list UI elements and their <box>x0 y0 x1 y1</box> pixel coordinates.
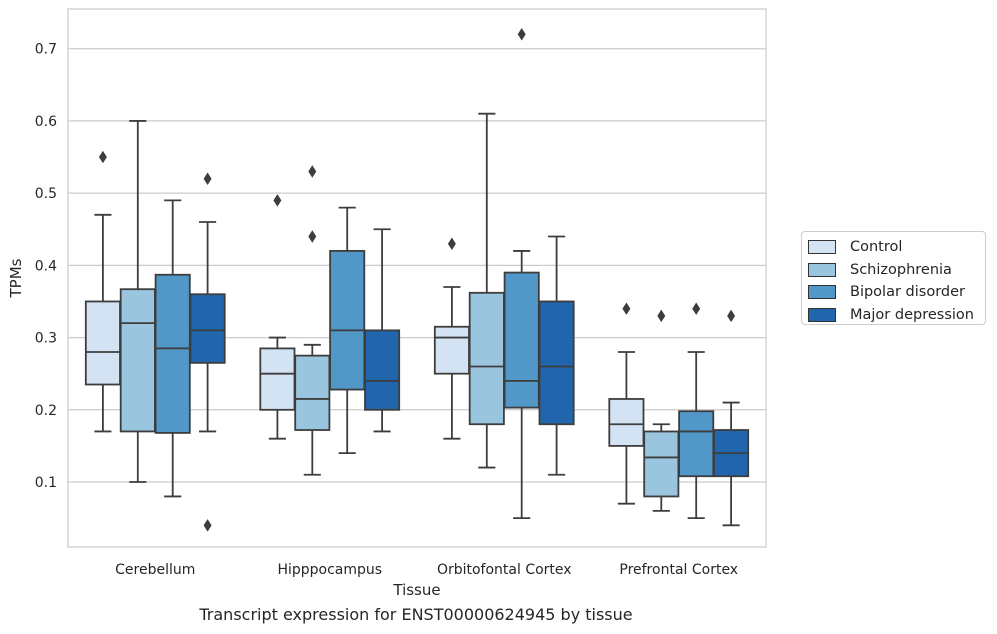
x-tick-label: Cerebellum <box>115 562 195 578</box>
box-group <box>538 235 575 476</box>
box <box>154 273 191 434</box>
outlier-point <box>447 237 456 250</box>
legend-swatch-schizophrenia <box>808 262 836 277</box>
box-group <box>294 165 331 476</box>
box <box>538 300 575 426</box>
box-group <box>608 302 645 505</box>
box <box>643 430 680 498</box>
outlier-point <box>727 309 736 323</box>
box-group <box>678 302 715 520</box>
y-tick-labels: 0.1 0.2 0.3 0.4 0.5 0.6 0.7 <box>35 42 57 491</box>
chart-caption: Transcript expression for ENST0000062494… <box>199 605 633 624</box>
box-group <box>643 309 680 512</box>
y-tick-label: 0.1 <box>35 475 57 491</box>
box-group <box>259 194 296 440</box>
legend-label-major-depression: Major depression <box>850 306 974 323</box>
box <box>259 347 296 411</box>
box-group <box>433 237 470 440</box>
legend-label-control: Control <box>850 239 903 256</box>
box <box>364 329 401 411</box>
legend-item-bipolar-disorder: Bipolar disorder <box>808 281 979 304</box>
box <box>433 325 470 375</box>
box <box>189 293 226 364</box>
legend-label-bipolar-disorder: Bipolar disorder <box>850 284 965 301</box>
box-group <box>364 228 401 433</box>
box-group <box>503 28 540 520</box>
x-tick-label: Orbitofontal Cortex <box>437 562 572 578</box>
legend-swatch-major-depression <box>808 307 836 322</box>
legend-item-schizophrenia: Schizophrenia <box>808 259 979 282</box>
legend-label-schizophrenia: Schizophrenia <box>850 261 952 278</box>
box <box>329 250 366 391</box>
y-tick-label: 0.7 <box>35 42 57 58</box>
box-groups <box>84 28 750 532</box>
outlier-point <box>308 230 317 243</box>
outlier-point <box>657 309 666 323</box>
y-axis-label: TPMs <box>7 258 25 298</box>
outlier-point <box>622 302 631 315</box>
outlier-point <box>98 150 107 164</box>
box-group <box>189 172 226 532</box>
legend-swatch-bipolar-disorder <box>808 285 836 300</box>
box-group <box>84 150 121 433</box>
box-group <box>154 199 191 498</box>
box <box>119 288 156 433</box>
y-tick-label: 0.2 <box>35 403 57 419</box>
box <box>503 271 540 409</box>
box <box>294 354 331 431</box>
legend: Control Schizophrenia Bipolar disorder M… <box>801 231 986 325</box>
y-tick-label: 0.4 <box>35 258 57 274</box>
box <box>84 300 121 386</box>
y-tick-label: 0.5 <box>35 186 57 202</box>
outlier-point <box>203 172 212 185</box>
legend-item-major-depression: Major depression <box>808 304 979 327</box>
box <box>608 398 645 447</box>
box-group <box>713 309 750 527</box>
outlier-point <box>203 519 212 532</box>
y-tick-label: 0.6 <box>35 114 57 130</box>
box <box>678 410 715 478</box>
box <box>468 291 505 426</box>
outlier-point <box>517 28 526 41</box>
box-group <box>468 112 505 469</box>
outlier-point <box>273 194 282 207</box>
box-group <box>119 120 156 483</box>
plot-frame <box>67 8 767 548</box>
box-group <box>329 206 366 455</box>
x-tick-label: Hipppocampus <box>277 562 382 578</box>
legend-item-control: Control <box>808 236 979 259</box>
legend-swatch-control <box>808 240 836 255</box>
y-tick-label: 0.3 <box>35 331 57 347</box>
x-axis-label: Tissue <box>392 581 440 599</box>
x-tick-label: Prefrontal Cortex <box>619 562 738 578</box>
x-tick-labels: Cerebellum Hipppocampus Orbitofontal Corte… <box>115 562 738 578</box>
outlier-point <box>308 165 317 178</box>
outlier-point <box>692 302 701 315</box>
